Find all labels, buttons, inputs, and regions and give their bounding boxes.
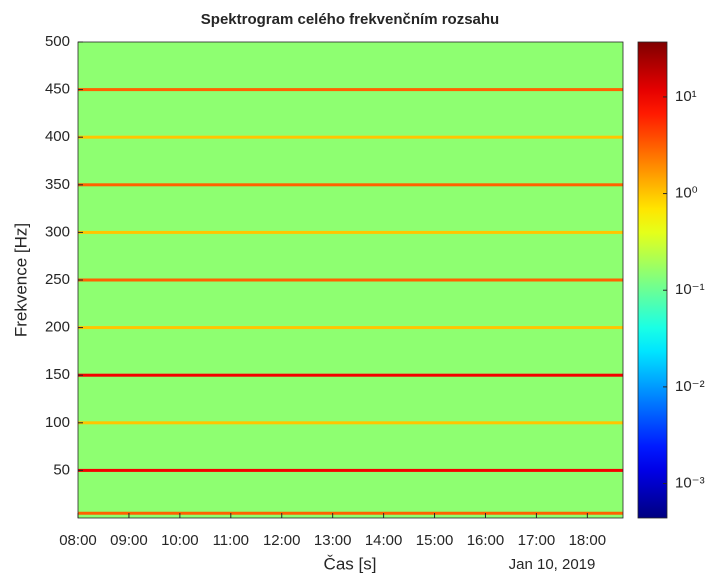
harmonic-line [78, 468, 623, 472]
colorbar-tick-label: 10¹ [675, 88, 697, 105]
colorbar-tick-label: 10⁻² [675, 378, 705, 395]
x-axis-label: Čas [s] [324, 554, 377, 573]
x-tick-label: 13:00 [314, 532, 352, 549]
x-tick-label: 09:00 [110, 532, 148, 549]
y-tick-label: 500 [45, 33, 70, 50]
y-axis-label: Frekvence [Hz] [11, 223, 30, 337]
y-tick-label: 100 [45, 414, 70, 431]
harmonic-line [78, 88, 623, 92]
x-tick-label: 10:00 [161, 532, 199, 549]
x-tick-label: 12:00 [263, 532, 301, 549]
x-tick-label: 17:00 [518, 532, 556, 549]
harmonic-line [78, 421, 623, 425]
colorbar-tick-label: 10⁰ [675, 185, 698, 202]
y-tick-label: 450 [45, 81, 70, 98]
colorbar-tick-label: 10⁻³ [675, 475, 705, 492]
harmonic-line [78, 373, 623, 377]
y-tick-label: 350 [45, 176, 70, 193]
y-tick-label: 400 [45, 128, 70, 145]
x-tick-label: 15:00 [416, 532, 454, 549]
x-tick-label: 08:00 [59, 532, 97, 549]
x-tick-label: 16:00 [467, 532, 505, 549]
harmonic-line [78, 326, 623, 330]
harmonic-line [78, 511, 623, 515]
harmonic-line [78, 278, 623, 282]
chart-title: Spektrogram celého frekvenčním rozsahu [201, 11, 499, 28]
y-tick-label: 200 [45, 319, 70, 336]
date-label: Jan 10, 2019 [509, 556, 596, 573]
y-tick-label: 150 [45, 366, 70, 383]
harmonic-line [78, 230, 623, 234]
x-tick-label: 11:00 [213, 532, 249, 549]
x-tick-label: 14:00 [365, 532, 403, 549]
x-tick-label: 18:00 [569, 532, 607, 549]
y-tick-label: 250 [45, 271, 70, 288]
colorbar [637, 41, 668, 519]
harmonic-line [78, 135, 623, 139]
colorbar-tick-label: 10⁻¹ [675, 281, 705, 298]
y-tick-label: 50 [53, 461, 70, 478]
harmonic-line [78, 183, 623, 187]
y-tick-label: 300 [45, 223, 70, 240]
